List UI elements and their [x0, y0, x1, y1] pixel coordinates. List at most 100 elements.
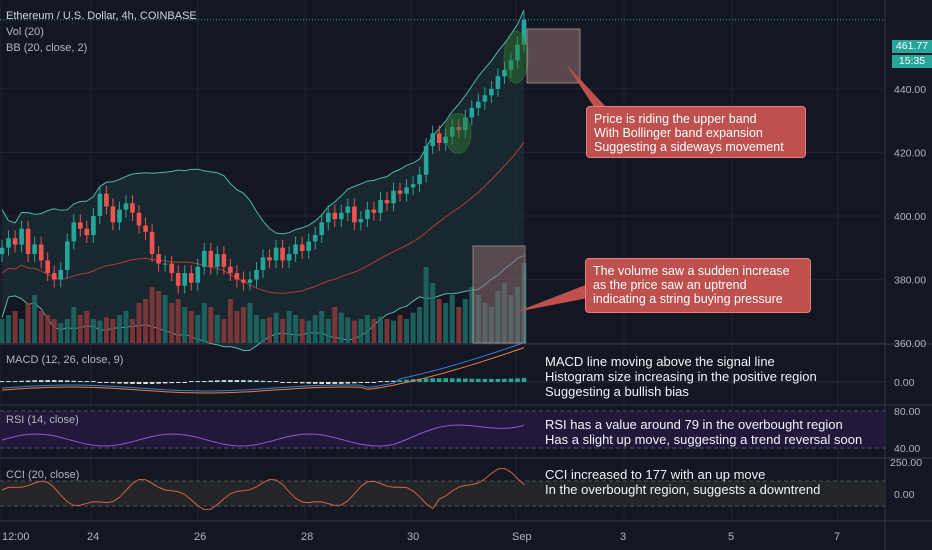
macd-note-line: Histogram size increasing in the positiv… — [545, 369, 817, 384]
macd-histogram-bar — [273, 381, 279, 382]
time-axis[interactable]: 12:00 24 26 28 30 Sep 3 5 7 — [2, 531, 840, 543]
volume-highlight-box — [472, 245, 526, 344]
candle-body — [449, 127, 455, 137]
macd-histogram-bar — [247, 380, 253, 382]
volume-bar — [6, 315, 11, 343]
macd-histogram-bar — [430, 378, 435, 382]
volume-bar — [38, 311, 44, 343]
volume-bar — [293, 315, 299, 343]
macd-tick-label: 0.00 — [894, 377, 915, 389]
volume-bar — [280, 319, 286, 343]
price-panel[interactable] — [0, 9, 885, 352]
candle-body — [175, 273, 181, 286]
cci-legend[interactable]: CCI (20, close) — [6, 469, 80, 481]
volume-bar — [19, 319, 25, 343]
candle-body — [254, 270, 259, 280]
price-axis[interactable]: 360.00 380.00 400.00 420.00 440.00 0.00 80.00 4… — [890, 84, 926, 501]
volume-bar — [182, 307, 188, 343]
candle-body — [91, 216, 96, 236]
macd-histogram-bar — [345, 382, 351, 384]
macd-histogram-bar — [436, 378, 442, 382]
macd-histogram-bar — [352, 382, 357, 384]
bollinger-basis-line — [1, 141, 525, 294]
macd-histogram-bar — [182, 382, 187, 383]
macd-histogram-bar — [6, 381, 11, 382]
volume-bar — [391, 320, 396, 343]
rsi-panel[interactable] — [0, 410, 885, 449]
volume-bar — [45, 315, 51, 343]
macd-histogram-bar — [482, 378, 488, 382]
macd-histogram-bar — [495, 378, 501, 382]
volume-bar — [214, 315, 220, 343]
macd-histogram-bar — [143, 382, 148, 384]
candle-body — [267, 257, 272, 261]
macd-panel[interactable] — [0, 342, 885, 394]
volume-bar — [12, 311, 18, 343]
macd-histogram-bar — [443, 378, 448, 382]
macd-histogram-bar — [463, 378, 468, 382]
time-tick-label: 28 — [301, 531, 313, 543]
volume-bar — [319, 311, 325, 343]
symbol-title[interactable]: Ethereum / U.S. Dollar, 4h, COINBASE — [6, 10, 197, 22]
candle-body — [104, 193, 109, 207]
candle-body — [202, 250, 207, 267]
macd-histogram-bar — [286, 382, 292, 383]
candle-body — [273, 247, 279, 261]
macd-histogram-bar — [312, 382, 318, 384]
candle-body — [182, 273, 187, 286]
rsi-note-line: Has a slight up move, suggesting a trend… — [545, 432, 863, 447]
candle-body — [156, 254, 161, 264]
volume-bar — [240, 307, 246, 343]
cci-tick-label: 0.00 — [894, 489, 915, 501]
volume-bar — [430, 283, 436, 343]
candle-body — [339, 212, 344, 220]
volume-bar — [312, 315, 318, 343]
candle-body — [345, 206, 351, 213]
candle-body — [45, 260, 50, 274]
macd-note: MACD line moving above the signal line H… — [545, 354, 817, 399]
volume-bar — [449, 295, 455, 343]
volume-bar — [456, 307, 462, 343]
volume-bar — [371, 319, 377, 343]
time-tick-label: 3 — [620, 531, 626, 543]
last-price-badge: 461.77 — [892, 40, 932, 53]
macd-histogram-bar — [32, 380, 37, 382]
rsi-band — [0, 411, 885, 448]
callout-pointer — [516, 284, 588, 312]
candle-body — [286, 254, 292, 261]
candle-body — [117, 209, 122, 223]
projection-box — [526, 28, 581, 84]
macd-histogram-bar — [45, 380, 50, 382]
candle-body — [280, 247, 285, 261]
candle-body — [430, 133, 435, 147]
time-tick-label: 5 — [728, 531, 734, 543]
volume-bar — [332, 307, 338, 343]
rsi-legend[interactable]: RSI (14, close) — [6, 414, 79, 426]
macd-histogram-bar — [241, 380, 246, 382]
volume-bar — [51, 319, 57, 343]
candle-body — [417, 174, 422, 185]
bollinger-legend[interactable]: BB (20, close, 2) — [6, 42, 88, 54]
volume-bar — [156, 291, 162, 343]
volume-bar — [436, 299, 442, 343]
cci-panel[interactable] — [0, 467, 885, 511]
bollinger-upper-band — [1, 9, 525, 235]
candle-body — [188, 273, 194, 283]
candle-body — [508, 60, 514, 70]
candle-body — [247, 279, 253, 283]
candle-body — [228, 266, 233, 274]
volume-bar — [234, 311, 240, 343]
volume-legend[interactable]: Vol (20) — [6, 26, 44, 38]
volume-bar — [260, 319, 266, 343]
macd-histogram-bar — [469, 378, 475, 382]
volume-callout-line: indicating a string buying pressure — [593, 292, 783, 306]
volume-bar — [169, 303, 175, 343]
macd-legend[interactable]: MACD (12, 26, close, 9) — [6, 354, 124, 366]
macd-histogram-bar — [384, 381, 390, 382]
candle-body — [371, 209, 377, 213]
rsi-tick-label: 80.00 — [894, 406, 920, 418]
candle-body — [521, 19, 527, 45]
candle-body — [12, 238, 18, 245]
volume-bar — [221, 319, 227, 343]
volume-bar — [404, 319, 410, 343]
